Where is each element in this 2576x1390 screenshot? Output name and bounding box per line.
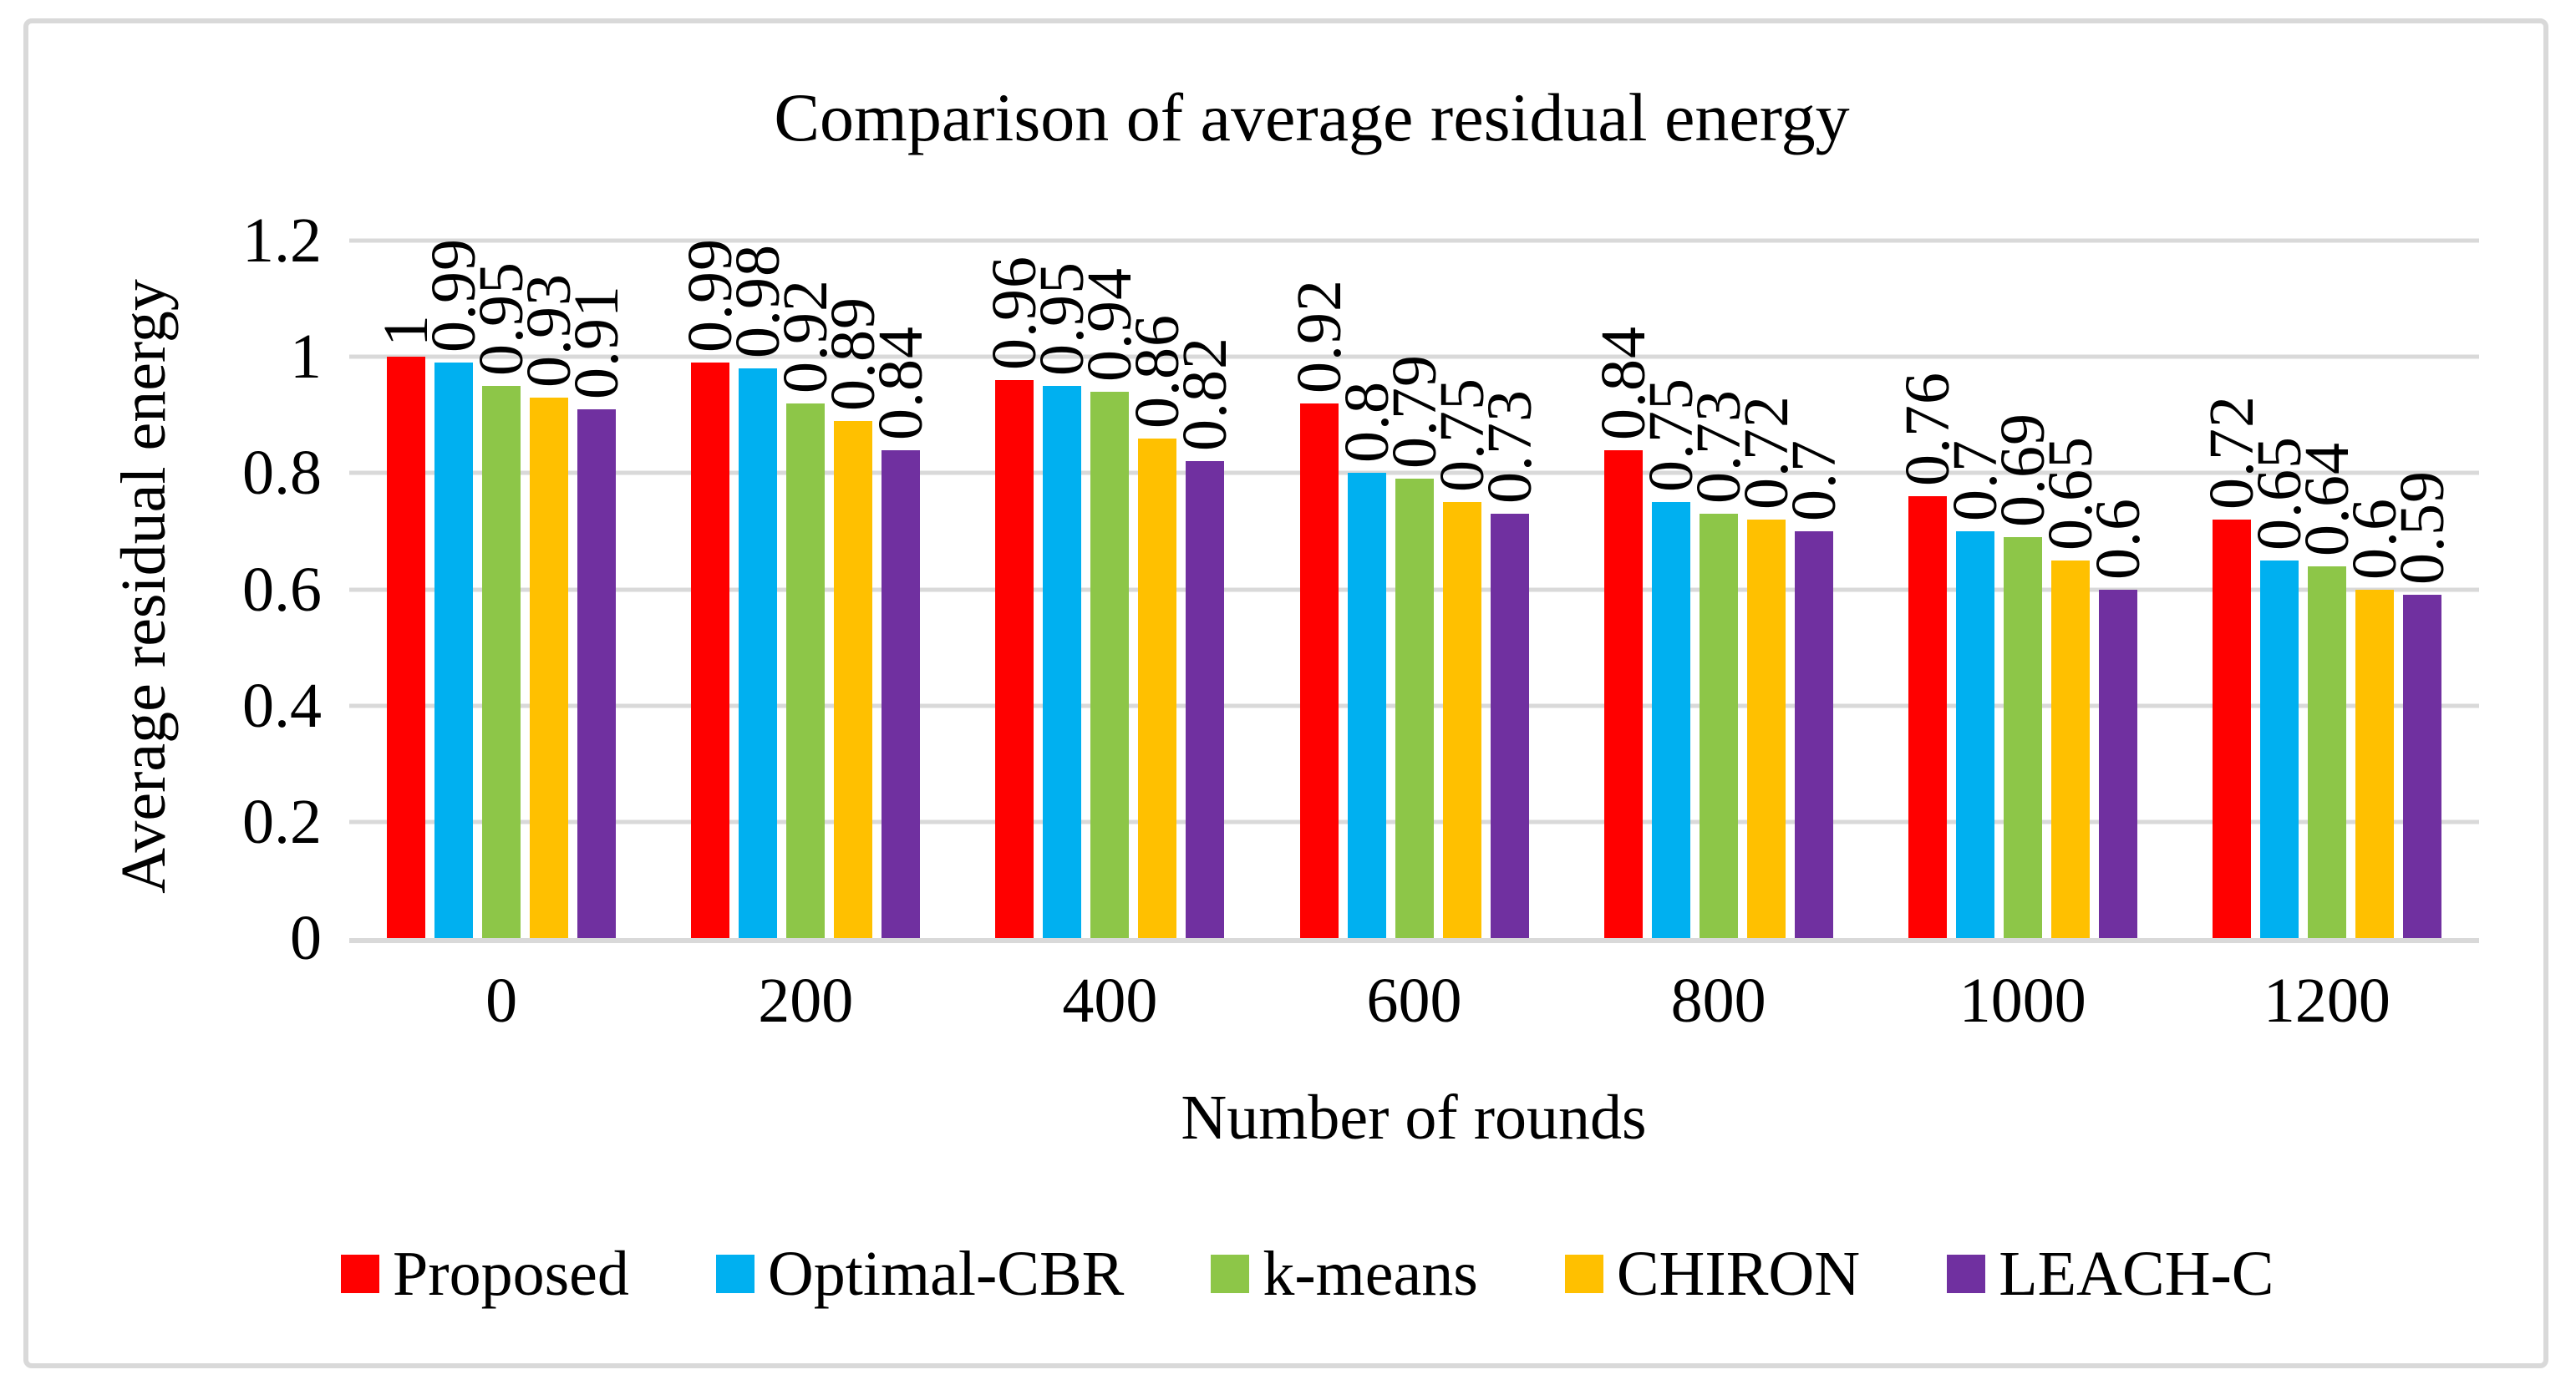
x-axis-line: [349, 938, 2479, 943]
bar-proposed-800: [1603, 449, 1643, 938]
legend-label: Optimal-CBR: [767, 1239, 1125, 1309]
legend-marker-icon: [1564, 1255, 1603, 1293]
bar-leach-c-200: [882, 449, 921, 938]
x-tick-label: 1000: [1959, 966, 2086, 1036]
x-tick-label: 800: [1670, 966, 1766, 1036]
bar-optimal-cbr-0: [434, 363, 474, 938]
bar-leach-c-400: [1186, 461, 1225, 938]
bar-proposed-400: [995, 380, 1034, 938]
x-tick-label: 1200: [2263, 966, 2391, 1036]
bar-optimal-cbr-600: [1347, 473, 1386, 938]
legend-item-leach-c: LEACH-C: [1947, 1242, 2274, 1306]
bar-k-means-1000: [2003, 536, 2042, 938]
legend-marker-icon: [341, 1255, 379, 1293]
bar-optimal-cbr-800: [1651, 502, 1690, 938]
legend-marker-icon: [715, 1255, 755, 1293]
bar-k-means-400: [1090, 391, 1130, 938]
x-axis-tick-labels: 0 200 400 600 800 1000 1200: [349, 969, 2479, 1032]
bar-value-label: 0.73: [1474, 389, 1545, 505]
x-tick-label: 200: [758, 966, 854, 1036]
plot-area: 1 0.99 0.95 0.93 0.91 0.99 0.98 0.92 0.89 0.84 0.9…: [349, 238, 2479, 943]
x-tick-label: 0: [485, 966, 518, 1036]
bar-chiron-0: [530, 397, 569, 938]
legend-item-chiron: CHIRON: [1564, 1239, 1861, 1309]
bar-value-label: 0.91: [561, 284, 633, 399]
bar-proposed-600: [1299, 403, 1339, 938]
bar-chiron-1000: [2050, 560, 2090, 938]
y-tick-label: 0.4: [242, 670, 322, 741]
bar-proposed-0: [387, 357, 426, 938]
chart-title: Comparison of average residual energy: [774, 79, 1850, 155]
bar-value-label: 0.59: [2386, 470, 2457, 586]
bar-k-means-200: [786, 403, 826, 938]
gridline: [349, 238, 2479, 243]
bar-chiron-1200: [2355, 589, 2394, 938]
legend-label: LEACH-C: [1999, 1239, 2274, 1309]
bar-k-means-0: [482, 385, 521, 938]
legend-item-k-means: k-means: [1211, 1239, 1478, 1309]
legend-label: k-means: [1263, 1239, 1478, 1309]
bar-proposed-200: [691, 363, 730, 938]
bar-leach-c-1000: [2098, 589, 2137, 938]
bar-leach-c-800: [1794, 530, 1833, 938]
y-tick-label: 0.8: [242, 438, 322, 509]
bar-leach-c-1200: [2402, 595, 2441, 938]
bar-k-means-1200: [2307, 566, 2346, 938]
bar-leach-c-600: [1490, 514, 1529, 938]
bar-chiron-400: [1138, 438, 1177, 938]
legend-marker-icon: [1947, 1255, 1986, 1293]
bar-k-means-600: [1395, 479, 1434, 938]
bar-leach-c-0: [577, 408, 617, 938]
x-axis-title: Number of rounds: [1181, 1083, 1647, 1153]
legend-label: CHIRON: [1616, 1239, 1861, 1309]
x-tick-label: 600: [1366, 966, 1462, 1036]
bar-proposed-1200: [2212, 520, 2251, 938]
y-tick-label: 0: [290, 903, 322, 973]
legend-marker-icon: [1211, 1255, 1250, 1293]
gridline: [349, 470, 2479, 475]
bar-chiron-600: [1442, 502, 1481, 938]
bar-optimal-cbr-1200: [2259, 560, 2299, 938]
bar-proposed-1000: [1908, 496, 1947, 938]
bar-optimal-cbr-400: [1043, 385, 1082, 938]
legend-label: Proposed: [393, 1239, 629, 1309]
bar-value-label: 0.6: [2082, 497, 2153, 580]
bar-value-label: 0.92: [1283, 278, 1354, 393]
legend-item-optimal-cbr: Optimal-CBR: [715, 1239, 1125, 1309]
bar-chiron-800: [1746, 520, 1786, 938]
bar-optimal-cbr-200: [739, 368, 778, 938]
bar-value-label: 0.7: [1778, 439, 1849, 521]
bar-k-means-800: [1699, 514, 1738, 938]
x-tick-label: 400: [1062, 966, 1158, 1036]
y-tick-label: 1: [290, 322, 322, 393]
chart-legend: Proposed Optimal-CBR k-means CHIRON LEACH-C: [341, 1242, 2274, 1306]
y-tick-label: 0.6: [242, 554, 322, 625]
bar-value-label: 0.82: [1170, 337, 1241, 452]
bar-optimal-cbr-1000: [1955, 530, 1994, 938]
y-tick-label: 0.2: [242, 786, 322, 857]
gridline: [349, 354, 2479, 359]
bar-chiron-200: [834, 420, 873, 938]
legend-item-proposed: Proposed: [341, 1242, 629, 1306]
y-tick-label: 1.2: [242, 205, 322, 276]
bar-value-label: 0.84: [866, 325, 937, 440]
